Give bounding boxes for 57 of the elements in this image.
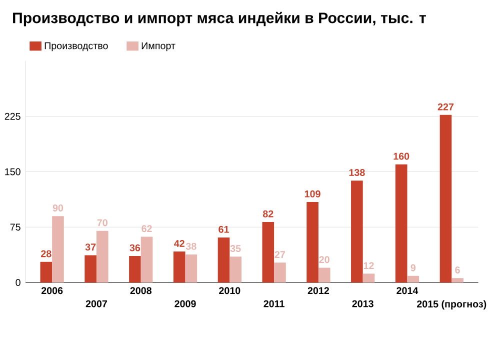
bar xyxy=(140,236,153,283)
data-label: 12 xyxy=(364,262,374,270)
data-label: 36 xyxy=(130,244,140,252)
bar xyxy=(218,238,230,283)
x-tick-label: 2008 xyxy=(130,287,152,294)
bar xyxy=(185,254,198,283)
x-tick-label: 2013 xyxy=(352,300,374,308)
data-label: 27 xyxy=(274,251,285,258)
chart-title: Производство и импорт мяса индейки в России, тыс. т xyxy=(13,12,426,26)
bar xyxy=(407,276,420,283)
x-tick-label: 2014 xyxy=(396,287,418,294)
data-label: 38 xyxy=(186,243,196,250)
x-tick-label: 2012 xyxy=(308,287,329,294)
bar xyxy=(306,202,318,283)
data-label: 160 xyxy=(394,153,410,160)
data-label: 6 xyxy=(455,266,460,274)
data-label: 35 xyxy=(230,245,241,252)
x-tick-label: 2010 xyxy=(219,287,240,294)
bar xyxy=(262,222,274,283)
x-tick-label: 2007 xyxy=(86,300,107,308)
bar xyxy=(84,255,96,283)
bar xyxy=(274,262,286,283)
data-label: 227 xyxy=(438,104,454,111)
bar xyxy=(440,115,452,283)
legend-label: Производство xyxy=(44,42,108,52)
bar xyxy=(351,180,363,283)
bar xyxy=(362,274,375,283)
bar xyxy=(318,268,330,283)
y-tick-label: 0 xyxy=(16,279,20,286)
bar xyxy=(129,256,141,283)
x-tick-label: 2006 xyxy=(41,287,63,294)
x-tick-label: 2009 xyxy=(174,300,196,308)
y-tick-label: 225 xyxy=(4,113,20,120)
bar xyxy=(52,216,64,283)
data-label: 42 xyxy=(174,240,184,248)
bar xyxy=(230,256,242,283)
y-tick-label: 150 xyxy=(5,168,20,176)
bar xyxy=(173,252,186,283)
bar xyxy=(395,164,408,283)
data-label: 70 xyxy=(97,219,108,226)
data-label: 90 xyxy=(52,204,64,212)
bar xyxy=(40,262,52,283)
bar xyxy=(452,278,464,283)
y-tick-label: 75 xyxy=(10,224,20,231)
data-label: 138 xyxy=(349,169,365,176)
data-label: 109 xyxy=(304,190,320,198)
data-label: 37 xyxy=(85,244,96,251)
data-label: 9 xyxy=(410,264,416,272)
x-tick-label: 2011 xyxy=(264,300,284,308)
x-tick-label: 2015 (прогноз) xyxy=(416,300,486,310)
data-label: 82 xyxy=(262,210,274,218)
data-label: 20 xyxy=(319,256,330,264)
data-label: 62 xyxy=(142,225,152,232)
bar xyxy=(96,231,108,283)
legend-label: Импорт xyxy=(142,42,176,52)
data-label: 61 xyxy=(218,226,229,234)
data-label: 28 xyxy=(41,250,52,258)
